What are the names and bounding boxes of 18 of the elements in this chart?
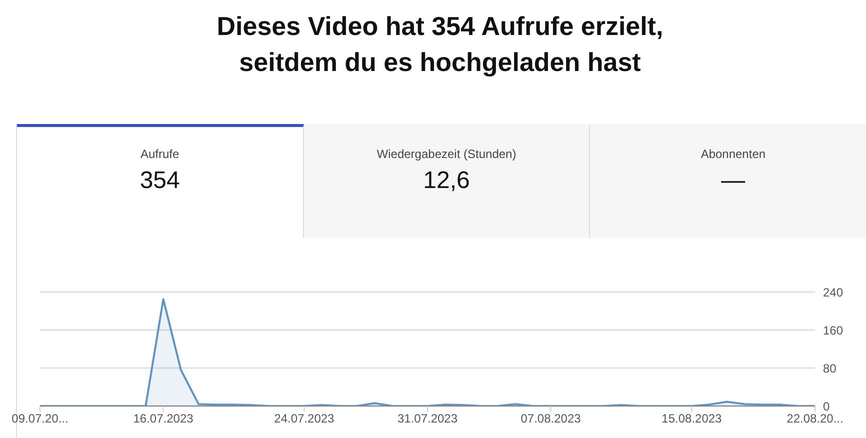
chart-title: Dieses Video hat 354 Aufrufe erzielt, seitdem du es hochgeladen hast — [216, 10, 664, 79]
y-tick-label: 160 — [823, 323, 844, 338]
y-tick-label: 240 — [823, 285, 844, 300]
text: Abonnenten — [700, 147, 767, 161]
x-tick-label: 09.07.20... — [12, 412, 68, 426]
x-tick-label: 15.08.2023 — [662, 412, 722, 426]
text: 12,6 — [422, 167, 471, 195]
x-tick-label: 24.07.2023 — [274, 412, 335, 426]
text: Aufrufe — [139, 147, 180, 161]
text: 354 — [138, 167, 181, 195]
text: — — [720, 167, 746, 195]
y-tick-label: 0 — [823, 399, 830, 414]
x-tick-label: 07.08.2023 — [520, 412, 582, 426]
text: Wiedergabezeit (Stunden) — [376, 147, 518, 161]
x-tick-label: 16.07.2023 — [133, 412, 194, 426]
x-tick-label: 31.07.2023 — [397, 412, 458, 426]
y-tick-label: 80 — [823, 361, 837, 376]
x-tick-label: 22.08.20... — [786, 412, 844, 426]
